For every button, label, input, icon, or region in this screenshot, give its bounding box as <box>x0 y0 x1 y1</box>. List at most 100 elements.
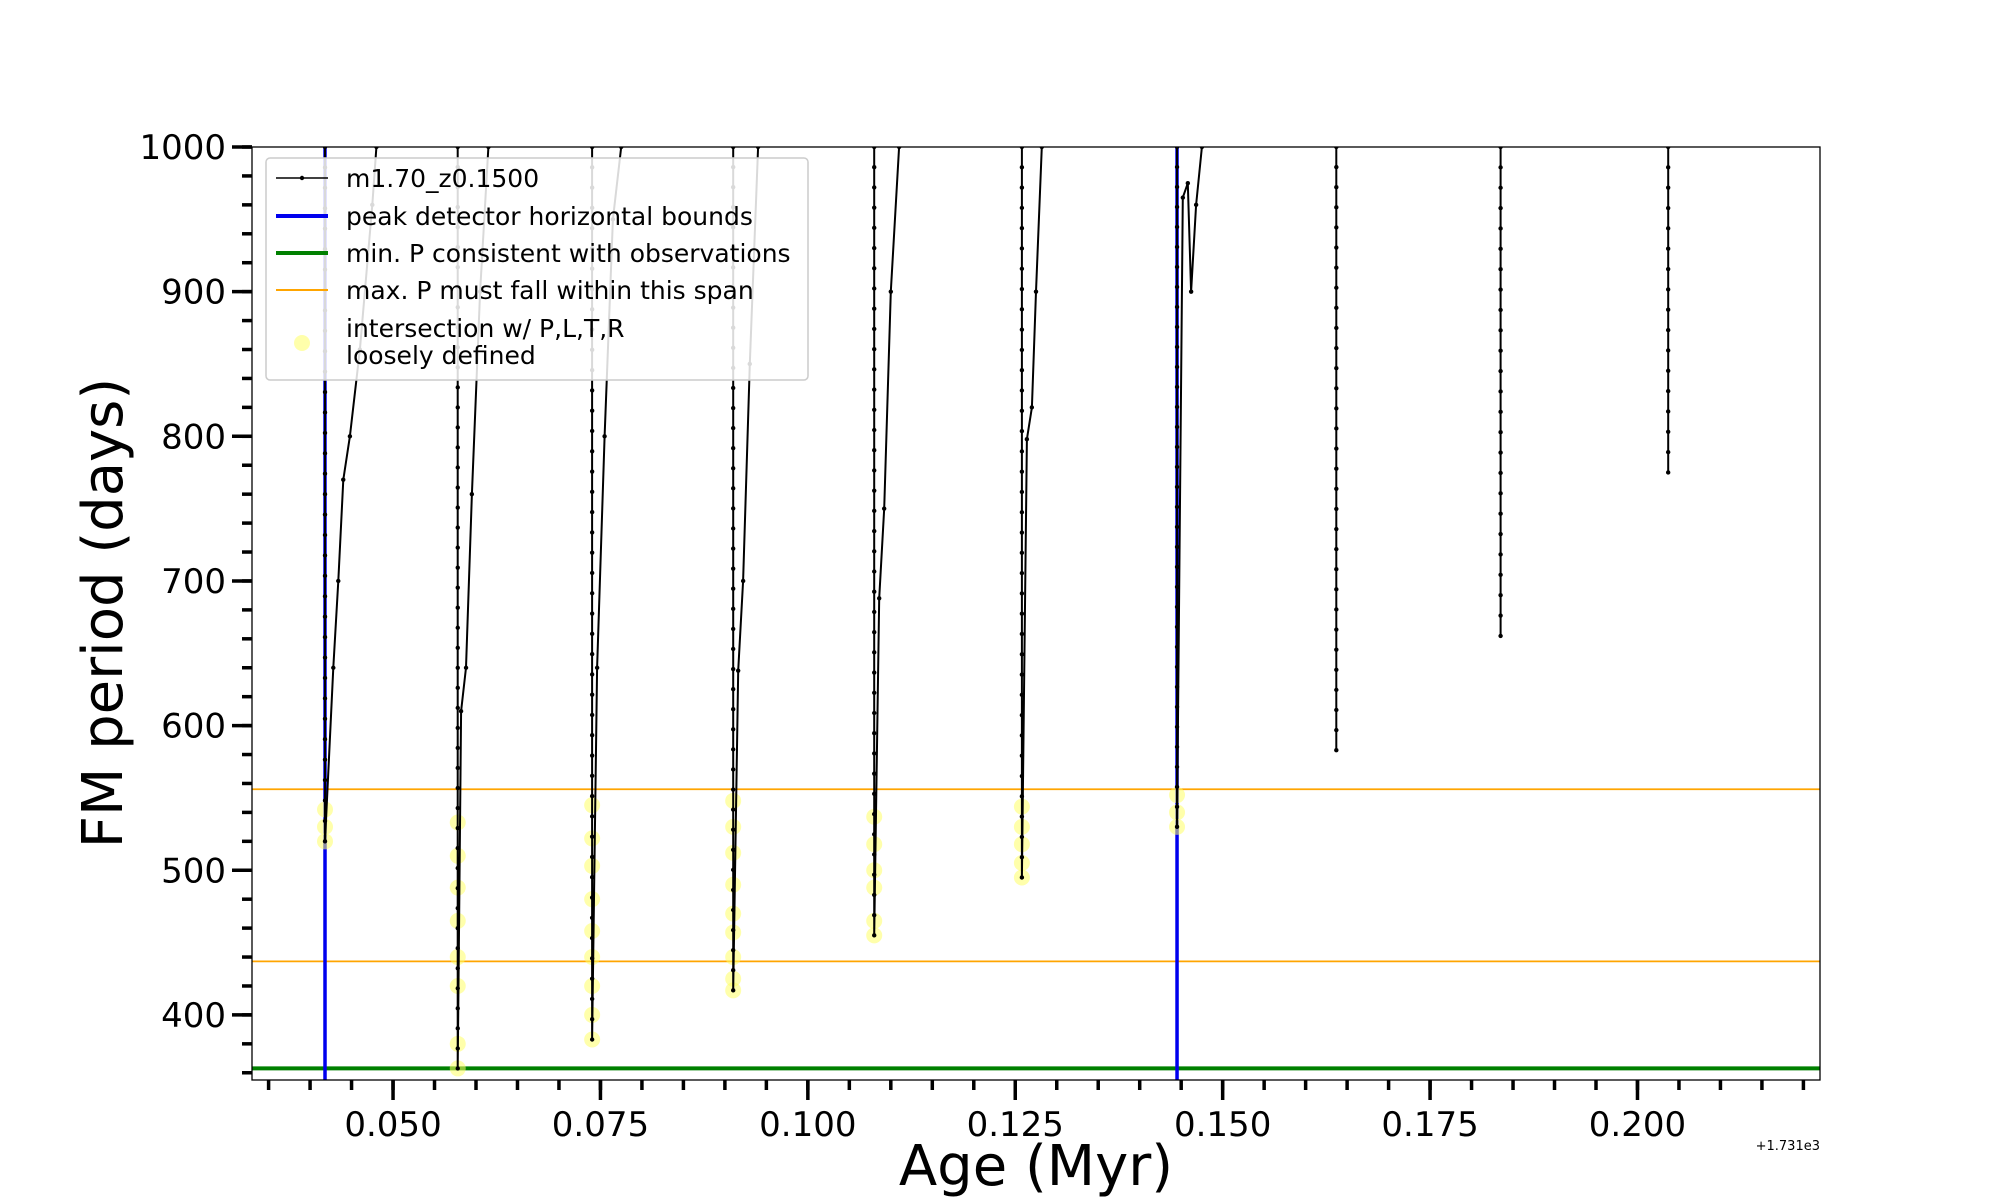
series-point <box>1019 225 1025 231</box>
series-point <box>455 865 460 871</box>
series-point <box>1174 184 1180 190</box>
series-point <box>730 385 736 391</box>
series-point <box>1334 546 1339 552</box>
series-point <box>1174 744 1180 750</box>
series-point <box>1019 368 1025 373</box>
series-point <box>1029 405 1035 410</box>
series-point <box>1019 814 1025 819</box>
series-point <box>322 553 328 558</box>
series-point <box>1334 466 1339 471</box>
series-point <box>1188 289 1194 294</box>
series-point <box>1665 327 1671 333</box>
series-point <box>1498 348 1503 353</box>
series-point <box>455 1006 460 1011</box>
series-point <box>730 988 736 993</box>
series-point <box>1174 244 1180 250</box>
series-point <box>1019 611 1025 616</box>
series-point <box>872 751 877 756</box>
series-point <box>322 410 328 415</box>
x-tick-label: 0.125 <box>967 1105 1064 1145</box>
series-point <box>455 605 460 610</box>
series-point <box>730 747 736 752</box>
series-point <box>1334 747 1339 753</box>
series-point <box>1334 426 1339 431</box>
series-point <box>730 707 736 712</box>
y-tick-label: 800 <box>161 417 226 457</box>
series-point <box>589 875 595 880</box>
series-point <box>322 716 328 721</box>
series-point <box>872 448 877 453</box>
series-point <box>730 546 736 551</box>
series-point <box>1334 185 1339 190</box>
series-point <box>455 905 460 911</box>
series-point <box>872 933 877 938</box>
series-point <box>872 791 877 797</box>
series-point <box>589 915 595 920</box>
series-point <box>455 505 460 510</box>
series-point <box>455 465 460 470</box>
series-point <box>589 408 595 413</box>
series-point <box>730 827 736 832</box>
series-point <box>455 425 460 430</box>
x-tick-label: 0.200 <box>1589 1105 1686 1145</box>
series-point <box>730 526 736 531</box>
series-point <box>589 814 595 819</box>
series-point <box>1665 246 1671 251</box>
series-point <box>730 867 736 873</box>
x-offset-label: +1.731e3 <box>1756 1139 1820 1154</box>
x-tick-label: 0.175 <box>1381 1105 1478 1145</box>
series-point <box>1180 195 1186 200</box>
series-point <box>589 489 595 495</box>
series-point <box>1498 389 1503 394</box>
series-point <box>1019 266 1025 271</box>
plot-frame <box>251 146 1821 1081</box>
series-point <box>589 996 595 1002</box>
series-point <box>322 696 328 701</box>
series-point <box>872 427 877 433</box>
series-point <box>1498 226 1503 231</box>
series-point <box>872 165 877 170</box>
series-point <box>1174 764 1180 770</box>
series-point <box>872 710 877 716</box>
series-point <box>1019 733 1025 738</box>
series-point <box>872 589 877 594</box>
series-point <box>589 935 595 941</box>
series-point <box>336 578 341 584</box>
legend-entry-label: max. P must fall within this span <box>346 276 754 305</box>
series-point <box>1665 368 1671 373</box>
series-point <box>872 569 877 574</box>
x-tick-label: 0.050 <box>344 1105 441 1145</box>
series-point <box>1334 305 1339 311</box>
y-tick-label: 1000 <box>139 128 226 168</box>
series-point <box>594 665 600 670</box>
series-point <box>1019 530 1025 535</box>
series-point <box>455 885 460 891</box>
series-point <box>1498 328 1503 333</box>
series-point <box>1019 753 1025 758</box>
series-point <box>1498 287 1503 292</box>
series-point <box>322 614 328 619</box>
series-point <box>1174 664 1180 670</box>
series-point <box>1334 587 1339 592</box>
series-point <box>469 491 475 497</box>
series-point <box>872 468 877 473</box>
series-markers-5 <box>1019 147 1045 880</box>
series-point <box>1665 348 1671 353</box>
series-point <box>1498 368 1503 374</box>
series-point <box>1019 185 1025 190</box>
series-point <box>589 388 595 393</box>
legend-entry-label: peak detector horizontal bounds <box>346 202 753 231</box>
series-point <box>1498 531 1503 537</box>
series-point <box>1019 570 1025 576</box>
series-point <box>1019 469 1025 474</box>
series-point <box>1174 484 1180 490</box>
series-point <box>589 793 595 799</box>
series-point <box>589 530 595 535</box>
series-point <box>455 1066 460 1071</box>
series-point <box>322 430 328 436</box>
y-tick-label: 500 <box>161 851 226 891</box>
series-point <box>1019 652 1025 657</box>
series-point <box>1019 347 1025 353</box>
series-point <box>872 508 877 514</box>
